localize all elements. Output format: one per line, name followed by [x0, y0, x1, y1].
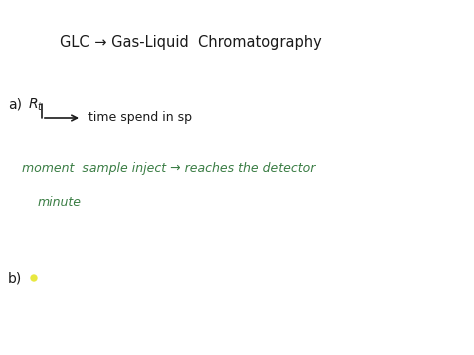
Text: minute: minute — [38, 196, 82, 209]
Text: time spend in sp: time spend in sp — [88, 111, 192, 125]
Text: a): a) — [8, 97, 22, 111]
Text: $R_t$: $R_t$ — [28, 97, 44, 113]
Text: b): b) — [8, 271, 22, 285]
Text: GLC → Gas-Liquid  Chromatography: GLC → Gas-Liquid Chromatography — [60, 35, 322, 50]
Point — [30, 275, 38, 281]
Text: moment  sample inject → reaches the detector: moment sample inject → reaches the detec… — [22, 162, 315, 175]
